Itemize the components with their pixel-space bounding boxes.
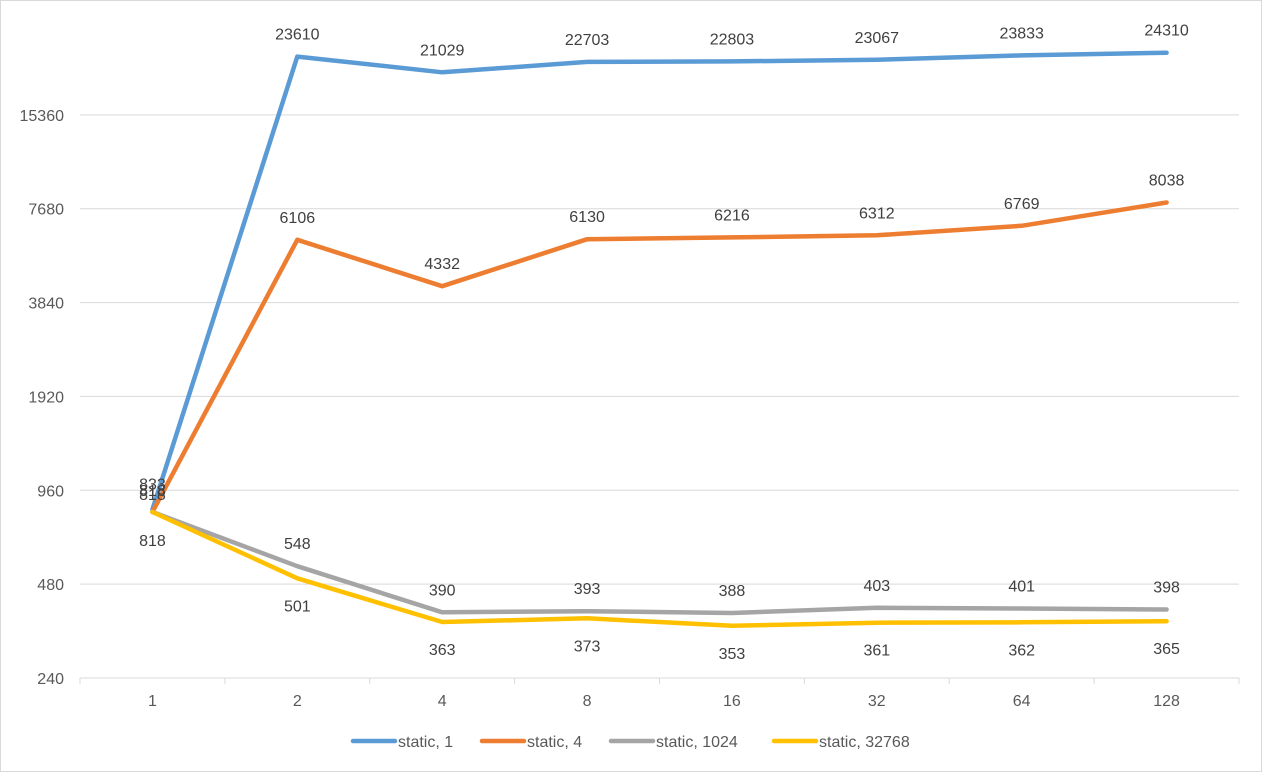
data-label: 393 (574, 581, 601, 598)
legend-label: static, 4 (527, 734, 582, 751)
data-label: 24310 (1144, 23, 1189, 40)
data-label: 6106 (280, 210, 316, 227)
x-tick-label: 32 (868, 693, 886, 710)
data-label: 8038 (1149, 173, 1185, 190)
data-labels: 833 23610 21029 22703 22803 23067 23833 24310 81… (139, 23, 1189, 663)
y-tick-label: 15360 (20, 108, 65, 125)
data-label: 403 (863, 578, 890, 595)
legend: static, 1 static, 4 static, 1024 static, 32… (350, 734, 910, 751)
data-label: 833 (139, 476, 166, 493)
data-label: 361 (863, 643, 890, 660)
x-tick-label: 2 (293, 693, 302, 710)
data-label: 501 (284, 598, 311, 615)
y-tick-label: 960 (37, 483, 64, 500)
x-tick-label: 4 (438, 693, 447, 710)
data-label: 353 (719, 646, 746, 663)
data-label: 818 (139, 483, 166, 500)
x-tick-label: 1 (148, 693, 157, 710)
x-tick-label: 16 (723, 693, 741, 710)
data-label: 23833 (999, 25, 1044, 42)
y-tick-label: 7680 (28, 202, 64, 219)
y-tick-label: 240 (37, 671, 64, 688)
data-label: 401 (1008, 578, 1035, 595)
data-label: 6769 (1004, 196, 1040, 213)
data-label: 388 (719, 583, 746, 600)
legend-label: static, 1024 (656, 734, 738, 751)
data-label: 398 (1153, 580, 1180, 597)
y-tick-label: 1920 (28, 389, 64, 406)
data-label: 390 (429, 582, 456, 599)
x-tick-label: 128 (1153, 693, 1180, 710)
series-line-2 (150, 200, 1169, 515)
data-label: 365 (1153, 641, 1180, 658)
axes: 240 480 960 1920 3840 7680 15360 1 2 4 8 16 32 64 128 (20, 108, 1240, 710)
series-line-4 (150, 509, 1169, 629)
series-line-3 (150, 509, 1169, 616)
data-label: 363 (429, 642, 456, 659)
data-label: 23610 (275, 27, 320, 44)
data-label: 21029 (420, 42, 465, 59)
data-label: 6130 (569, 209, 605, 226)
data-label: 818 (139, 487, 166, 504)
series-line-1 (150, 50, 1169, 512)
x-tick-label: 8 (583, 693, 592, 710)
legend-label: static, 32768 (819, 734, 910, 751)
data-label: 373 (574, 638, 601, 655)
data-label: 23067 (855, 30, 900, 47)
data-label: 362 (1008, 642, 1035, 659)
data-label: 818 (139, 533, 166, 550)
series-lines (150, 50, 1169, 629)
data-label: 22703 (565, 32, 610, 49)
x-tick-label: 64 (1013, 693, 1031, 710)
y-tick-label: 3840 (28, 296, 64, 313)
data-label: 22803 (710, 31, 755, 48)
y-tick-label: 480 (37, 577, 64, 594)
gridlines (80, 114, 1239, 585)
legend-label: static, 1 (398, 734, 453, 751)
data-label: 4332 (424, 256, 460, 273)
data-label: 6312 (859, 205, 895, 222)
data-label: 6216 (714, 207, 750, 224)
data-label: 548 (284, 536, 311, 553)
